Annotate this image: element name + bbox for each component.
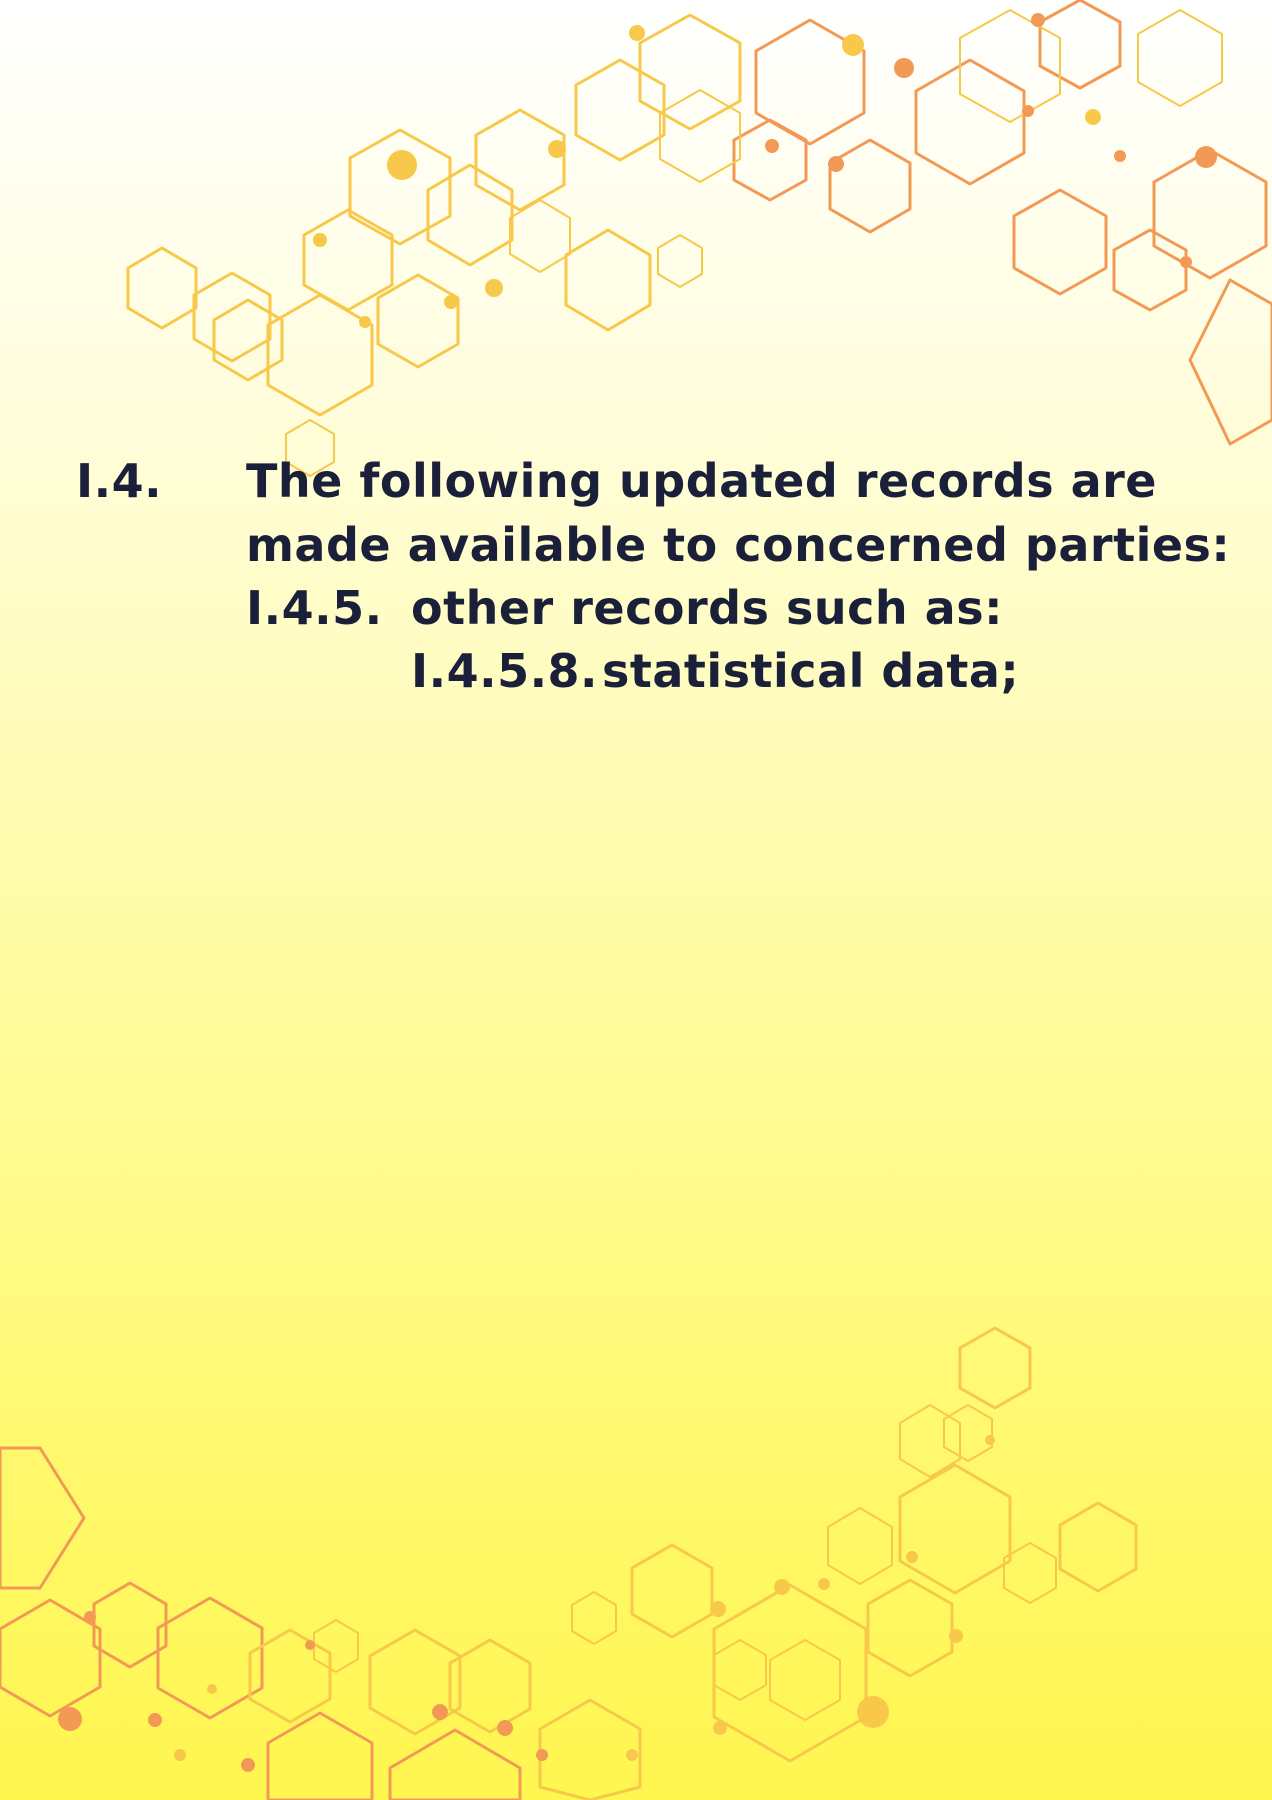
clause-number: I.4. xyxy=(76,454,163,508)
sub-subclause-number: I.4.5.8. xyxy=(411,644,599,698)
clause-text-line-1: The following updated records are xyxy=(246,454,1158,508)
subclause-text: other records such as: xyxy=(411,581,1003,635)
subclause-number: I.4.5. xyxy=(246,581,383,635)
sub-subclause-text: statistical data; xyxy=(602,644,1020,698)
clause-text-line-2: made available to concerned parties: xyxy=(246,518,1231,572)
